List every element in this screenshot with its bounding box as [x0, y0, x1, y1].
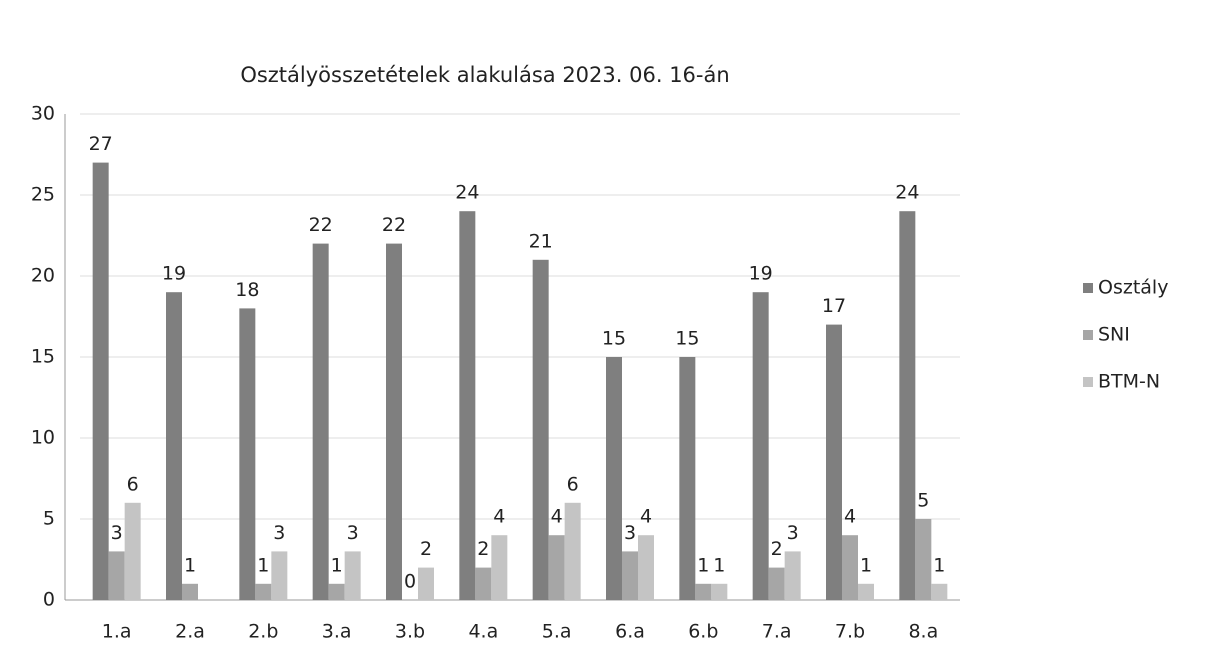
value-label: 3 [111, 522, 123, 544]
x-tick-label: 1.a [102, 621, 132, 643]
bar [752, 292, 769, 600]
value-label: 22 [309, 214, 333, 236]
value-label: 4 [493, 506, 505, 528]
bar [239, 308, 256, 600]
x-tick-label: 5.a [542, 621, 572, 643]
y-tick-label: 0 [43, 589, 55, 611]
bar [679, 357, 696, 600]
value-label: 24 [455, 182, 479, 204]
bar [92, 162, 109, 600]
y-tick-label: 20 [31, 265, 55, 287]
y-tick-label: 15 [31, 346, 55, 368]
bar [459, 211, 476, 600]
bar [255, 583, 272, 600]
y-tick-label: 10 [31, 427, 55, 449]
legend-swatch [1083, 283, 1093, 293]
x-tick-label: 7.a [762, 621, 792, 643]
value-label: 1 [713, 554, 725, 576]
value-label: 22 [382, 214, 406, 236]
bar [695, 583, 712, 600]
bar [386, 243, 402, 600]
bar [328, 583, 345, 600]
bar [166, 292, 182, 600]
value-label: 17 [822, 295, 846, 317]
value-label: 4 [551, 506, 563, 528]
x-tick-label: 4.a [468, 621, 498, 643]
value-label: 3 [624, 522, 636, 544]
value-label: 1 [257, 554, 269, 576]
bar [344, 551, 361, 600]
bar [711, 583, 728, 600]
legend-label: SNI [1098, 324, 1130, 346]
bar [768, 567, 785, 600]
value-label: 1 [184, 554, 196, 576]
y-tick-label: 25 [31, 184, 55, 206]
value-label: 24 [895, 182, 919, 204]
legend-swatch [1083, 330, 1093, 340]
value-label: 1 [697, 554, 709, 576]
bar [491, 535, 508, 600]
x-tick-label: 8.a [908, 621, 938, 643]
bar [606, 357, 622, 600]
legend-label: BTM-N [1098, 371, 1160, 393]
bar [182, 583, 198, 600]
x-tick-label: 6.a [615, 621, 645, 643]
value-label: 1 [933, 554, 945, 576]
y-tick-label: 5 [43, 508, 55, 530]
x-tick-label: 6.b [688, 621, 718, 643]
value-label: 1 [331, 554, 343, 576]
value-label: 21 [529, 230, 553, 252]
x-tick-label: 2.b [248, 621, 278, 643]
y-tick-label: 30 [31, 103, 55, 125]
value-label: 6 [127, 473, 139, 495]
value-label: 0 [404, 571, 416, 593]
bar [899, 211, 916, 600]
value-label: 2 [420, 538, 432, 560]
value-label: 2 [771, 538, 783, 560]
bar [108, 551, 125, 600]
value-label: 4 [640, 506, 652, 528]
value-label: 15 [675, 328, 699, 350]
bar [564, 502, 581, 600]
bar [312, 243, 329, 600]
bar [638, 535, 654, 600]
value-label: 19 [162, 263, 186, 285]
value-label: 1 [860, 554, 872, 576]
value-label: 4 [844, 506, 856, 528]
legend-label: Osztály [1098, 277, 1168, 299]
bar [842, 535, 858, 600]
value-label: 27 [89, 133, 113, 155]
x-tick-label: 3.a [322, 621, 352, 643]
bar [475, 567, 492, 600]
value-label: 15 [602, 328, 626, 350]
bar [124, 502, 141, 600]
chart-title: Osztályösszetételek alakulása 2023. 06. … [240, 63, 729, 87]
x-tick-label: 3.b [395, 621, 425, 643]
value-label: 18 [235, 279, 259, 301]
x-tick-label: 2.a [175, 621, 205, 643]
bar [548, 535, 565, 600]
value-label: 5 [917, 490, 929, 512]
value-label: 3 [347, 522, 359, 544]
value-label: 2 [477, 538, 489, 560]
bar [858, 583, 874, 600]
value-label: 3 [273, 522, 285, 544]
bar [784, 551, 801, 600]
legend-swatch [1083, 377, 1093, 387]
value-label: 6 [567, 473, 579, 495]
x-tick-label: 7.b [835, 621, 865, 643]
bar [532, 259, 549, 600]
value-label: 19 [749, 263, 773, 285]
bar [931, 583, 948, 600]
bar [622, 551, 638, 600]
bar [915, 519, 932, 600]
bar [418, 567, 434, 600]
value-label: 3 [787, 522, 799, 544]
bar [271, 551, 288, 600]
bar [826, 324, 842, 600]
